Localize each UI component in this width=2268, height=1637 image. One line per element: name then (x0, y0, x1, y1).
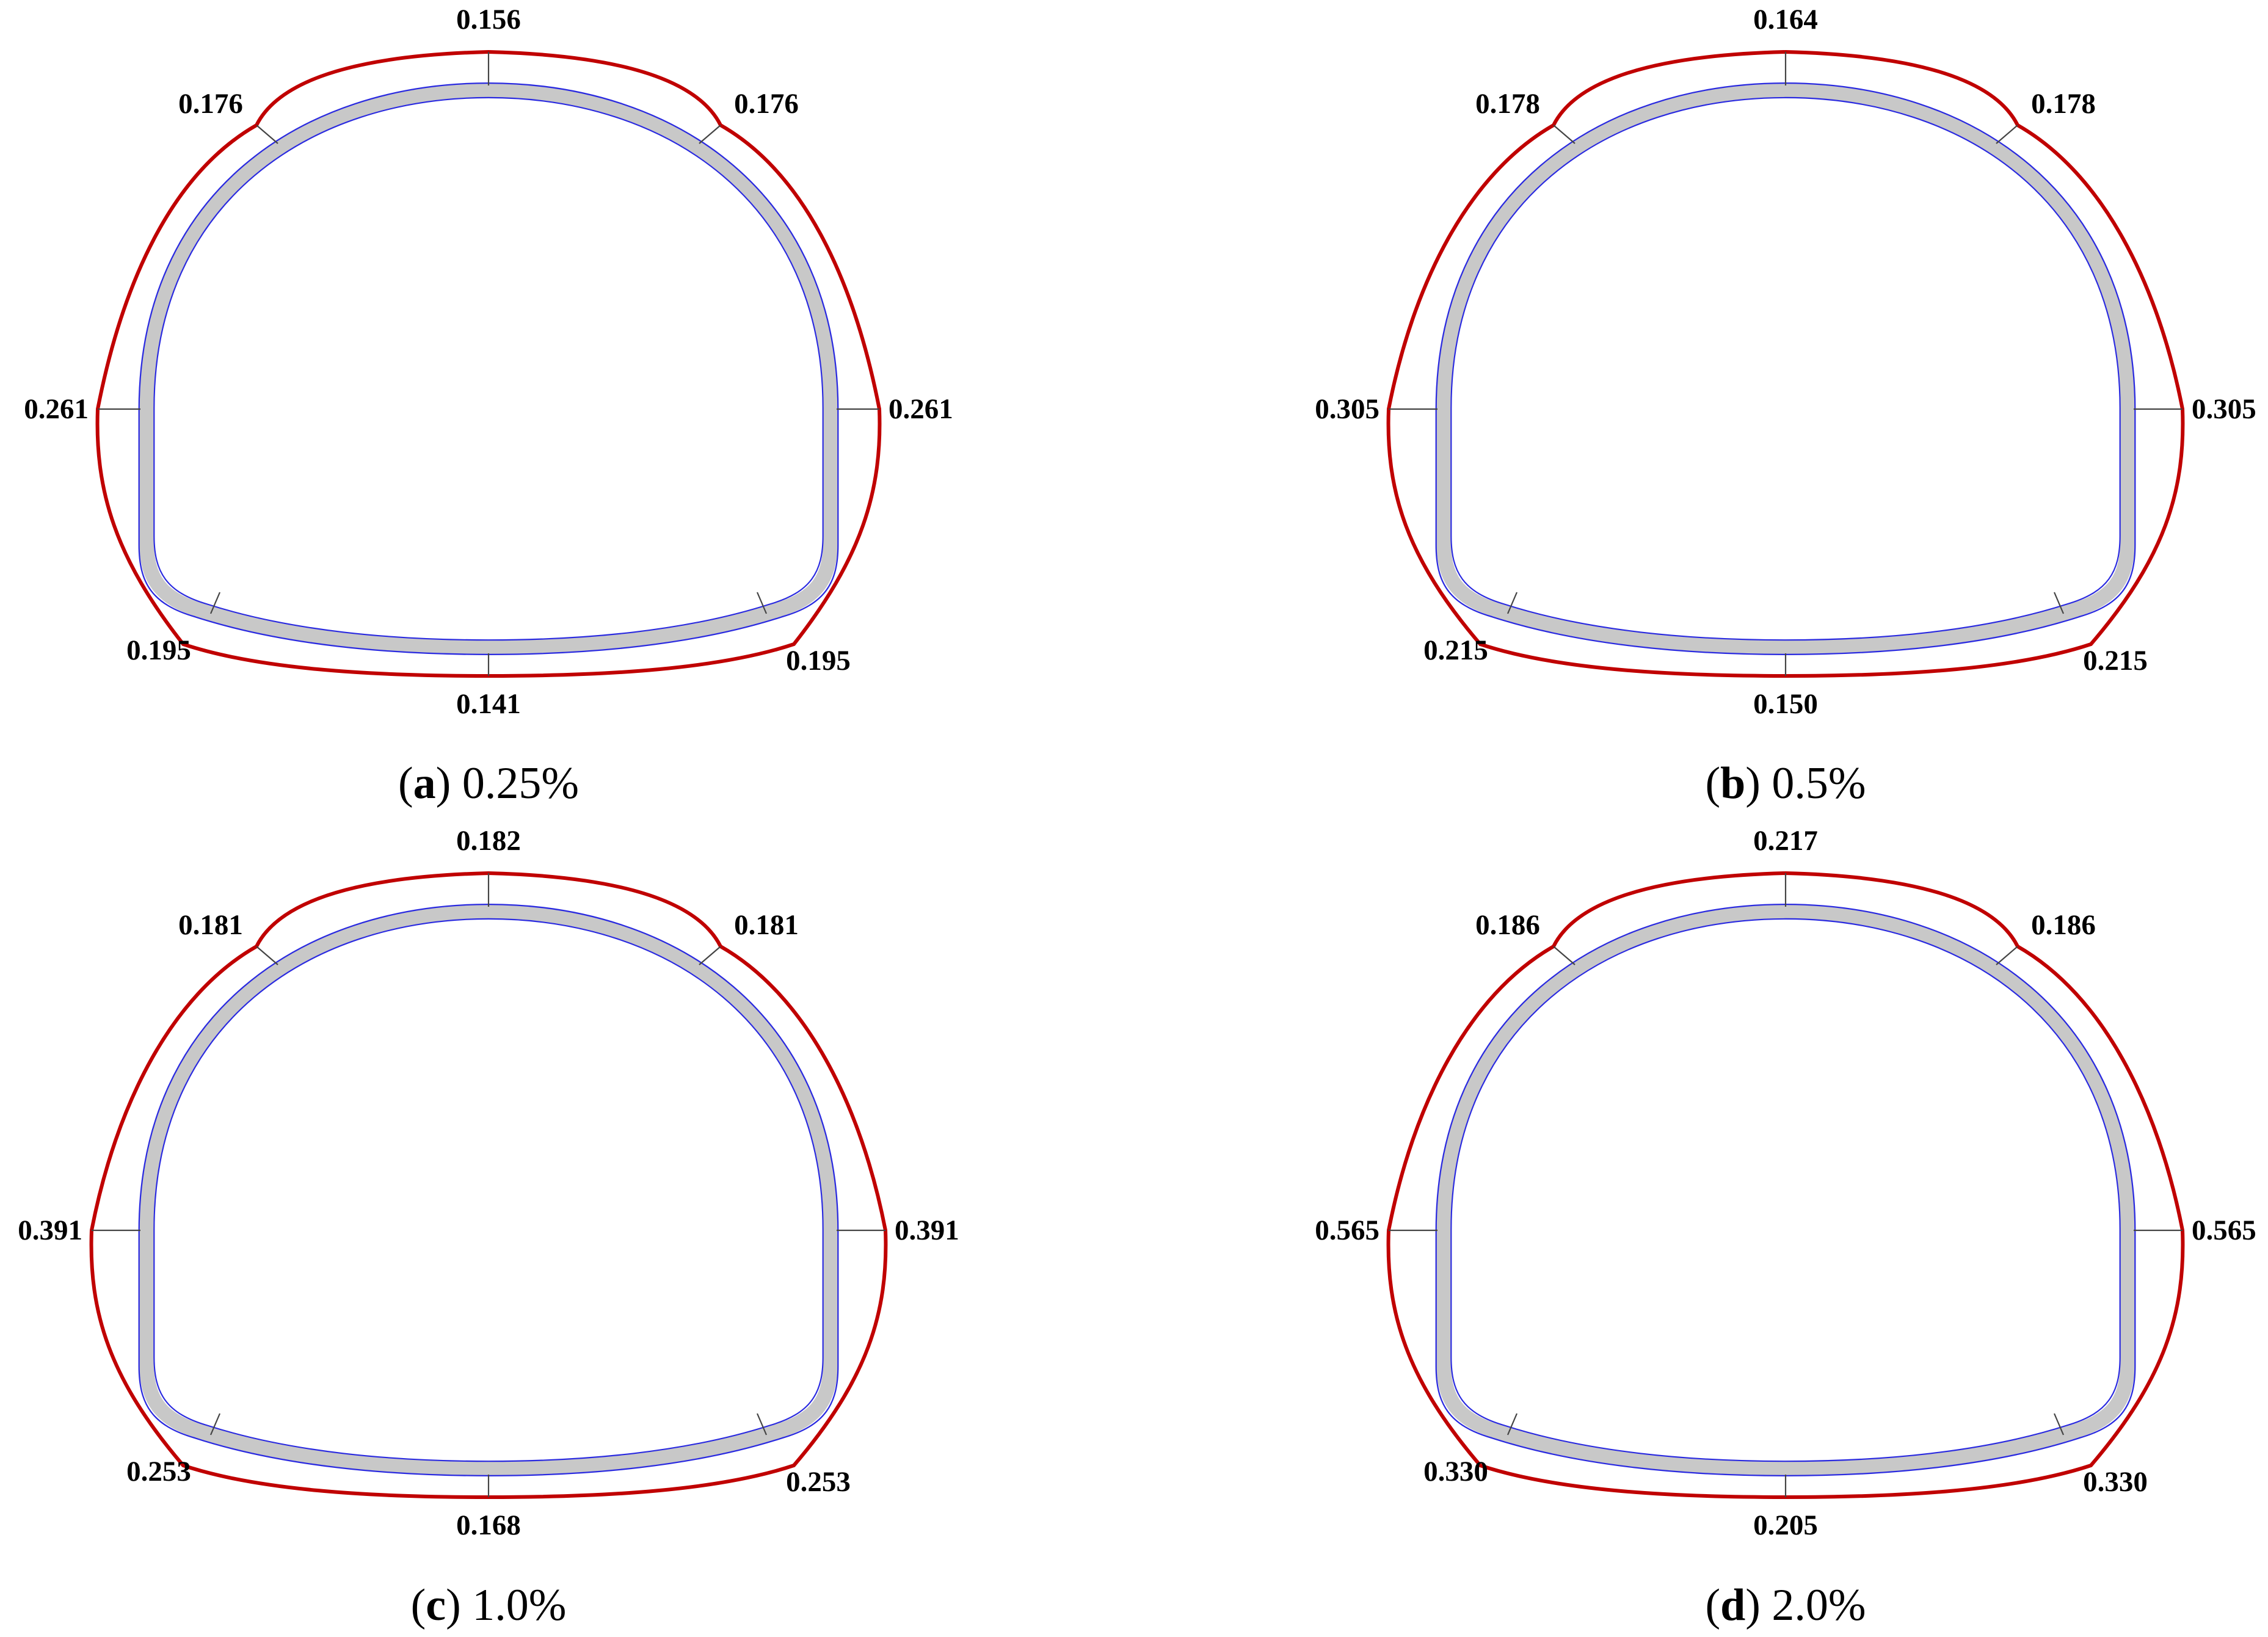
value-label-lower-left: 0.215 (1423, 634, 1488, 666)
panel-caption: (c) 1.0% (411, 1580, 567, 1630)
caption-letter: c (426, 1580, 446, 1630)
value-label-upper-left: 0.181 (178, 909, 243, 941)
caption-paren-close: ) (436, 758, 462, 808)
displacement-curve (95, 49, 882, 678)
value-label-left-wall: 0.305 (1315, 393, 1379, 425)
caption-paren-open: ( (411, 1580, 426, 1630)
value-label-invert: 0.141 (456, 688, 521, 720)
panel-a: 0.156 0.176 0.176 0.261 0.261 0.195 0.195 0.141… (24, 4, 953, 808)
panel-d: 0.217 0.186 0.186 0.565 0.565 0.330 0.330 0.205… (1315, 825, 2256, 1630)
panel-c: 0.182 0.181 0.181 0.391 0.391 0.253 0.253 0.168… (18, 825, 959, 1630)
value-label-lower-left: 0.330 (1423, 1456, 1488, 1487)
lining-inner-edge (1450, 96, 2121, 641)
measure-tick (756, 1413, 768, 1436)
value-label-upper-right: 0.181 (734, 909, 799, 941)
measure-tick (699, 946, 721, 965)
measure-tick (1553, 946, 1576, 965)
value-label-upper-right: 0.176 (734, 88, 799, 120)
value-label-upper-right: 0.186 (2031, 909, 2096, 941)
value-label-invert: 0.150 (1753, 688, 1818, 720)
value-label-right-wall: 0.565 (2192, 1214, 2256, 1246)
value-label-upper-left: 0.178 (1475, 88, 1540, 120)
measure-tick (756, 592, 768, 614)
panels-root: 0.156 0.176 0.176 0.261 0.261 0.195 0.195 0.141… (18, 4, 2256, 1630)
measure-tick (1996, 125, 2018, 144)
measure-tick (209, 1413, 221, 1436)
value-label-upper-left: 0.186 (1475, 909, 1540, 941)
value-label-lower-right: 0.215 (2083, 645, 2148, 677)
lining-inner-edge (153, 96, 824, 641)
measure-tick (699, 125, 721, 144)
measure-tick (2053, 592, 2065, 614)
caption-paren-close: ) (1745, 1580, 1772, 1630)
value-label-crown: 0.182 (456, 825, 521, 857)
displacement-curve (1386, 871, 2185, 1500)
value-label-lower-right: 0.253 (786, 1466, 851, 1498)
displacement-curve (89, 871, 888, 1500)
measure-tick (1507, 1413, 1518, 1436)
caption-paren-open: ( (398, 758, 413, 808)
measure-tick (209, 592, 221, 614)
tunnel-lining (139, 82, 838, 655)
value-label-invert: 0.168 (456, 1509, 521, 1541)
value-label-lower-left: 0.253 (126, 1456, 191, 1487)
measure-tick (256, 946, 278, 965)
value-label-right-wall: 0.391 (895, 1214, 959, 1246)
caption-label: 0.25% (462, 758, 579, 808)
tunnel-lining (1436, 82, 2135, 655)
lining-inner-edge (153, 918, 824, 1462)
value-label-upper-right: 0.178 (2031, 88, 2096, 120)
value-label-upper-left: 0.176 (178, 88, 243, 120)
panel-caption: (d) 2.0% (1705, 1580, 1866, 1630)
caption-paren-close: ) (1745, 758, 1772, 808)
displacement-curve (1386, 49, 2185, 678)
caption-letter: d (1720, 1580, 1745, 1630)
caption-label: 1.0% (472, 1580, 566, 1630)
value-label-left-wall: 0.565 (1315, 1214, 1379, 1246)
caption-paren-open: ( (1705, 758, 1720, 808)
caption-label: 0.5% (1772, 758, 1866, 808)
value-label-left-wall: 0.261 (24, 393, 89, 425)
panel-caption: (a) 0.25% (398, 758, 579, 808)
measure-tick (1507, 592, 1518, 614)
caption-letter: b (1720, 758, 1745, 808)
caption-paren-open: ( (1705, 1580, 1720, 1630)
tunnel-lining (139, 904, 838, 1476)
caption-label: 2.0% (1772, 1580, 1866, 1630)
measure-tick (1996, 946, 2018, 965)
value-label-lower-right: 0.195 (786, 645, 851, 677)
value-label-invert: 0.205 (1753, 1509, 1818, 1541)
value-label-lower-right: 0.330 (2083, 1466, 2148, 1498)
caption-paren-close: ) (446, 1580, 472, 1630)
measure-tick (2053, 1413, 2065, 1436)
value-label-lower-left: 0.195 (126, 634, 191, 666)
value-label-right-wall: 0.261 (889, 393, 953, 425)
tunnel-lining (1436, 904, 2135, 1476)
value-label-crown: 0.217 (1753, 825, 1818, 857)
panel-caption: (b) 0.5% (1705, 758, 1866, 808)
measure-tick (256, 125, 278, 144)
caption-letter: a (413, 758, 436, 808)
measure-tick (1553, 125, 1576, 144)
panel-b: 0.164 0.178 0.178 0.305 0.305 0.215 0.215 0.150… (1315, 4, 2256, 808)
value-label-crown: 0.156 (456, 4, 521, 35)
lining-inner-edge (1450, 918, 2121, 1462)
value-label-crown: 0.164 (1753, 4, 1818, 35)
value-label-left-wall: 0.391 (18, 1214, 82, 1246)
value-label-right-wall: 0.305 (2192, 393, 2256, 425)
